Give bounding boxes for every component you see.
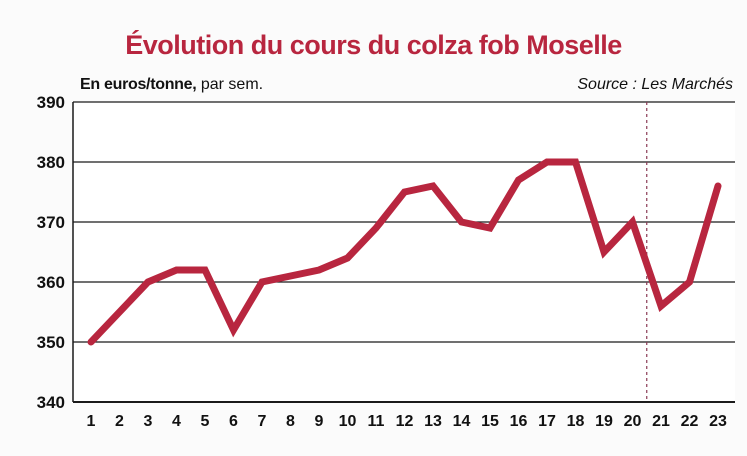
x-tick-label-7: 7 [258,413,267,430]
x-tick-label-12: 12 [396,413,414,430]
x-tick-label-18: 18 [567,413,585,430]
x-tick-label-9: 9 [315,413,324,430]
unit-label-rest: par sem. [196,76,264,93]
x-tick-label-20: 20 [624,413,642,430]
x-tick-label-13: 13 [424,413,442,430]
x-tick-label-14: 14 [453,413,471,430]
y-tick-label-390: 390 [37,93,65,112]
plot-area [73,102,735,402]
source-label: Source : Les Marchés [577,76,733,93]
y-tick-label-350: 350 [37,333,65,352]
x-tick-label-16: 16 [510,413,528,430]
y-tick-label-360: 360 [37,273,65,292]
x-tick-label-15: 15 [481,413,499,430]
unit-label: En euros/tonne, par sem. [80,76,263,94]
x-tick-label-10: 10 [339,413,357,430]
x-tick-label-11: 11 [368,413,385,430]
series-line [87,158,722,346]
x-tick-label-23: 23 [709,413,727,430]
x-tick-label-1: 1 [87,413,96,430]
chart-title: Évolution du cours du colza fob Moselle [125,30,622,60]
x-tick-label-4: 4 [172,413,181,430]
x-tick-label-5: 5 [201,413,210,430]
x-tick-label-19: 19 [595,413,613,430]
y-tick-label-380: 380 [37,153,65,172]
x-tick-label-22: 22 [681,413,699,430]
y-tick-label-340: 340 [37,393,65,412]
x-tick-label-8: 8 [286,413,295,430]
x-tick-label-21: 21 [652,413,670,430]
x-tick-label-17: 17 [538,413,556,430]
x-tick-label-3: 3 [144,413,153,430]
y-tick-label-370: 370 [37,213,65,232]
x-tick-label-2: 2 [115,413,124,430]
unit-label-bold: En euros/tonne, [80,76,197,93]
x-tick-label-6: 6 [229,413,238,430]
